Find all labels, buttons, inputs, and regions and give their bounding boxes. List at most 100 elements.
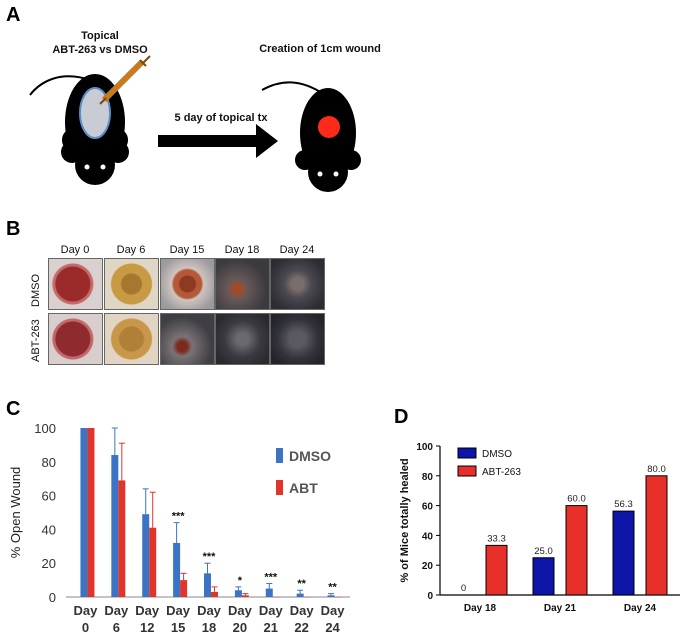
data-label: 80.0 [647,464,666,475]
y-tick-label: 40 [422,531,434,542]
day-header-4: Day 24 [279,244,315,256]
right-title: Creation of 1cm wound [259,43,381,55]
bar-abt-4 [211,591,218,597]
significance-label: ** [297,578,306,590]
panel-letter-d: D [394,406,409,428]
bar-dmso-2 [142,514,150,597]
x-tick-label-line2: 15 [171,620,185,635]
y-tick-label: 100 [34,421,56,436]
data-label: 33.3 [487,533,506,544]
y-tick-label: 0 [49,590,56,605]
healed-mice-chart: % of Mice totally healed 0 20 40 60 80 100 0 33.… [399,442,680,614]
y-tick-label: 60 [422,502,434,513]
x-tick-label-line1: Day [321,603,346,618]
photo-abt-day6 [104,313,159,365]
bar-abt-263-0 [485,544,508,596]
photo-abt-day0 [48,313,103,365]
x-tick-label-line1: Day [166,603,191,618]
left-title-line2: ABT-263 vs DMSO [52,44,148,56]
data-label: 56.3 [614,499,633,510]
syringe-icon [99,55,151,105]
bar-dmso-5 [234,590,242,597]
x-tick-label: Day 24 [624,603,657,614]
y-tick-label: 60 [42,489,56,504]
y-axis-label: % of Mice totally healed [399,458,411,582]
legend-label-abt-263: ABT-263 [482,467,521,478]
legend-label-abt: ABT [289,480,318,496]
open-wound-chart: % Open Wound020406080100Day0Day6Day12***… [8,421,350,635]
data-label: 0 [461,583,466,594]
photo-dmso-day15 [160,258,215,310]
data-label: 60.0 [567,494,586,505]
x-tick-label-line1: Day [259,603,284,618]
x-tick-label-line2: 22 [294,620,308,635]
bar-abt-1 [118,480,126,597]
x-tick-label-line1: Day [290,603,315,618]
photo-dmso-day6 [104,258,159,310]
bar-abt-3 [180,580,188,597]
bar-dmso-0 [80,428,88,597]
x-tick-label-line2: 6 [113,620,120,635]
y-tick-label: 20 [42,556,56,571]
day-header-3: Day 18 [224,244,260,256]
photo-dmso-day0 [48,258,103,310]
legend-swatch-dmso [457,447,477,459]
bar-abt-263-2 [645,475,668,596]
legend-swatch-dmso [276,448,283,463]
bar-abt-263-1 [565,505,588,596]
day-header-2: Day 15 [169,244,205,256]
significance-label: *** [203,551,217,563]
y-tick-label: 40 [42,522,56,537]
legend-swatch-abt [276,480,283,495]
bar-abt-2 [149,527,157,597]
y-tick-label: 20 [422,561,434,572]
significance-label: *** [264,571,278,583]
x-tick-label-line2: 21 [264,620,278,635]
bar-dmso-1 [532,557,555,596]
legend-swatch-abt-263 [457,465,477,477]
significance-label: * [238,575,243,587]
bar-dmso-7 [296,593,304,597]
bar-abt-7 [303,597,311,598]
x-tick-label-line1: Day [228,603,253,618]
x-tick-label-line2: 24 [325,620,340,635]
x-tick-label-line2: 18 [202,620,216,635]
y-tick-label: 0 [427,591,433,602]
significance-label: ** [328,582,337,594]
significance-label: *** [172,511,186,523]
data-label: 25.0 [534,546,553,557]
x-tick-label-line1: Day [135,603,160,618]
bar-abt-8 [334,597,342,598]
day-header-1: Day 6 [116,244,146,256]
photo-dmso-day24 [270,258,325,310]
x-tick-label-line1: Day [104,603,129,618]
bar-abt-6 [272,597,280,598]
y-tick-label: 100 [416,442,433,453]
bar-dmso-4 [204,573,211,597]
mouse-illustration [29,55,361,199]
bar-abt-0 [87,428,95,597]
arrow-label: 5 day of topical tx [174,112,268,124]
bar-dmso-3 [173,542,181,597]
row-label-abt: ABT-263 [30,319,42,362]
x-tick-label-line1: Day [74,603,99,618]
bar-abt-5 [241,595,249,597]
bar-dmso-1 [111,455,119,597]
x-tick-label-line1: Day [197,603,222,618]
x-tick-label: Day 21 [544,603,577,614]
photo-abt-day18 [215,313,270,365]
left-title-line1: Topical [81,30,119,42]
x-tick-label-line2: 0 [82,620,89,635]
arrow-icon [158,124,278,158]
bar-dmso-8 [327,595,335,597]
x-tick-label-line2: 20 [233,620,247,635]
photo-dmso-day18 [215,258,270,310]
x-tick-label: Day 18 [464,603,497,614]
y-tick-label: 80 [422,472,434,483]
panel-letter-c: C [6,398,21,420]
panel-letter-b: B [6,218,21,240]
legend-label-dmso: DMSO [482,449,512,460]
y-tick-label: 80 [42,455,56,470]
x-tick-label-line2: 12 [140,620,154,635]
right-mouse-icon [261,81,361,199]
